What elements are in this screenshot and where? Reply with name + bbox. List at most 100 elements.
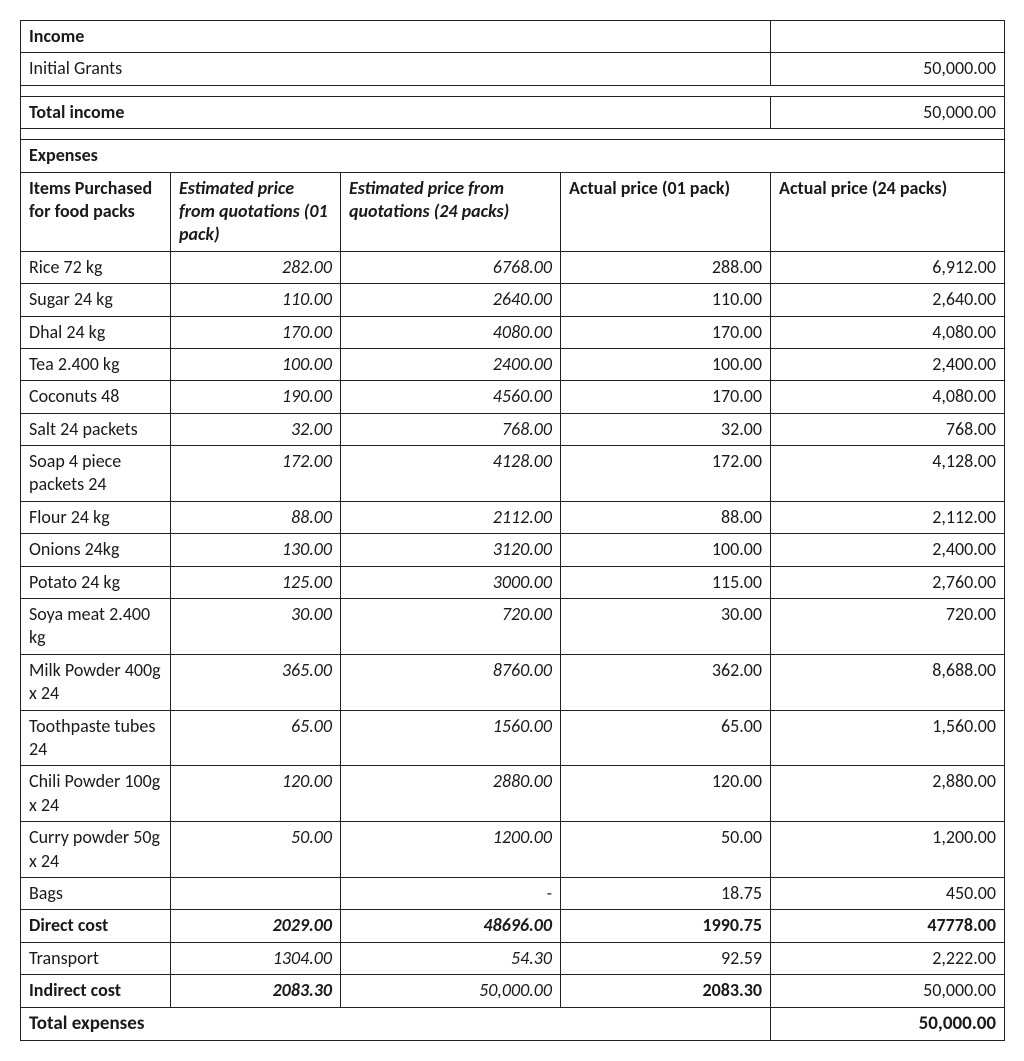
col-items: Items Purchased for food packs bbox=[21, 172, 171, 251]
item-name: Potato 24 kg bbox=[21, 566, 171, 598]
total-expenses-value: 50,000.00 bbox=[771, 1007, 1005, 1041]
income-header-blank bbox=[771, 21, 1005, 53]
item-act01: 100.00 bbox=[561, 348, 771, 380]
table-row: Curry powder 50g x 2450.001200.0050.001,… bbox=[21, 822, 1005, 878]
total-income-row: Total income 50,000.00 bbox=[21, 96, 1005, 128]
item-est01: 190.00 bbox=[171, 381, 341, 413]
item-est24: 2880.00 bbox=[341, 766, 561, 822]
total-expenses-label: Total expenses bbox=[21, 1007, 771, 1041]
item-name: Dhal 24 kg bbox=[21, 316, 171, 348]
item-est01: 120.00 bbox=[171, 766, 341, 822]
total-expenses-row: Total expenses 50,000.00 bbox=[21, 1007, 1005, 1041]
item-act01: 115.00 bbox=[561, 566, 771, 598]
item-act01: 88.00 bbox=[561, 501, 771, 533]
item-name: Soap 4 piece packets 24 bbox=[21, 446, 171, 502]
item-act01: 100.00 bbox=[561, 534, 771, 566]
item-est24: 1200.00 bbox=[341, 822, 561, 878]
col-est24: Estimated price from quotations (24 pack… bbox=[341, 172, 561, 251]
transport-act01: 92.59 bbox=[561, 942, 771, 974]
indirect-cost-est01: 2083.30 bbox=[171, 975, 341, 1007]
table-row: Potato 24 kg125.003000.00115.002,760.00 bbox=[21, 566, 1005, 598]
col-act01: Actual price (01 pack) bbox=[561, 172, 771, 251]
item-name: Soya meat 2.400 kg bbox=[21, 599, 171, 655]
item-act01: 110.00 bbox=[561, 284, 771, 316]
item-est24: 6768.00 bbox=[341, 251, 561, 283]
item-est01: 32.00 bbox=[171, 413, 341, 445]
item-name: Rice 72 kg bbox=[21, 251, 171, 283]
transport-est24: 54.30 bbox=[341, 942, 561, 974]
initial-grants-value: 50,000.00 bbox=[771, 53, 1005, 85]
item-est24: 2400.00 bbox=[341, 348, 561, 380]
item-est01: 172.00 bbox=[171, 446, 341, 502]
indirect-cost-row: Indirect cost 2083.30 50,000.00 2083.30 … bbox=[21, 975, 1005, 1007]
item-est24: 8760.00 bbox=[341, 654, 561, 710]
item-est24: 4128.00 bbox=[341, 446, 561, 502]
item-est24: 2112.00 bbox=[341, 501, 561, 533]
col-act24: Actual price (24 packs) bbox=[771, 172, 1005, 251]
item-est24: 1560.00 bbox=[341, 710, 561, 766]
col-est01: Estimated price from quotations (01 pack… bbox=[171, 172, 341, 251]
table-row: Flour 24 kg88.002112.0088.002,112.00 bbox=[21, 501, 1005, 533]
item-act01: 170.00 bbox=[561, 316, 771, 348]
item-act01: 172.00 bbox=[561, 446, 771, 502]
total-income-label: Total income bbox=[21, 96, 771, 128]
expenses-header-row: Expenses bbox=[21, 140, 1005, 172]
item-est01: 282.00 bbox=[171, 251, 341, 283]
table-row: Onions 24kg130.003120.00100.002,400.00 bbox=[21, 534, 1005, 566]
table-row: Coconuts 48190.004560.00170.004,080.00 bbox=[21, 381, 1005, 413]
item-act24: 1,560.00 bbox=[771, 710, 1005, 766]
item-act01: 18.75 bbox=[561, 877, 771, 909]
transport-est01: 1304.00 bbox=[171, 942, 341, 974]
item-est24: 3000.00 bbox=[341, 566, 561, 598]
table-row: Salt 24 packets32.00768.0032.00768.00 bbox=[21, 413, 1005, 445]
item-act24: 2,112.00 bbox=[771, 501, 1005, 533]
item-name: Tea 2.400 kg bbox=[21, 348, 171, 380]
transport-act24: 2,222.00 bbox=[771, 942, 1005, 974]
initial-grants-label: Initial Grants bbox=[21, 53, 771, 85]
table-row: Soya meat 2.400 kg30.00720.0030.00720.00 bbox=[21, 599, 1005, 655]
table-row: Tea 2.400 kg100.002400.00100.002,400.00 bbox=[21, 348, 1005, 380]
indirect-cost-act01: 2083.30 bbox=[561, 975, 771, 1007]
item-name: Flour 24 kg bbox=[21, 501, 171, 533]
item-est01: 50.00 bbox=[171, 822, 341, 878]
item-est24: 4560.00 bbox=[341, 381, 561, 413]
item-act24: 768.00 bbox=[771, 413, 1005, 445]
item-est01: 30.00 bbox=[171, 599, 341, 655]
item-name: Milk Powder 400g x 24 bbox=[21, 654, 171, 710]
item-act24: 2,640.00 bbox=[771, 284, 1005, 316]
direct-cost-est01: 2029.00 bbox=[171, 910, 341, 942]
item-name: Sugar 24 kg bbox=[21, 284, 171, 316]
table-row: Chili Powder 100g x 24120.002880.00120.0… bbox=[21, 766, 1005, 822]
item-act01: 30.00 bbox=[561, 599, 771, 655]
indirect-cost-act24: 50,000.00 bbox=[771, 975, 1005, 1007]
item-est24: 768.00 bbox=[341, 413, 561, 445]
income-header-row: Income bbox=[21, 21, 1005, 53]
item-est24: 2640.00 bbox=[341, 284, 561, 316]
table-row: Sugar 24 kg110.002640.00110.002,640.00 bbox=[21, 284, 1005, 316]
item-name: Coconuts 48 bbox=[21, 381, 171, 413]
item-name: Curry powder 50g x 24 bbox=[21, 822, 171, 878]
item-est01: 110.00 bbox=[171, 284, 341, 316]
item-est24: - bbox=[341, 877, 561, 909]
item-est01: 170.00 bbox=[171, 316, 341, 348]
indirect-cost-label: Indirect cost bbox=[21, 975, 171, 1007]
item-act01: 170.00 bbox=[561, 381, 771, 413]
item-act24: 2,400.00 bbox=[771, 348, 1005, 380]
item-est01: 65.00 bbox=[171, 710, 341, 766]
table-row: Toothpaste tubes 2465.001560.0065.001,56… bbox=[21, 710, 1005, 766]
item-est01: 125.00 bbox=[171, 566, 341, 598]
item-act24: 4,128.00 bbox=[771, 446, 1005, 502]
item-est01: 365.00 bbox=[171, 654, 341, 710]
item-act24: 2,760.00 bbox=[771, 566, 1005, 598]
expenses-header: Expenses bbox=[21, 140, 1005, 172]
direct-cost-row: Direct cost 2029.00 48696.00 1990.75 477… bbox=[21, 910, 1005, 942]
spacer-row bbox=[21, 129, 1005, 140]
expenses-column-header-row: Items Purchased for food packs Estimated… bbox=[21, 172, 1005, 251]
item-act24: 4,080.00 bbox=[771, 381, 1005, 413]
direct-cost-est24: 48696.00 bbox=[341, 910, 561, 942]
item-est01: 130.00 bbox=[171, 534, 341, 566]
item-act01: 288.00 bbox=[561, 251, 771, 283]
item-act24: 1,200.00 bbox=[771, 822, 1005, 878]
item-act01: 120.00 bbox=[561, 766, 771, 822]
item-act01: 362.00 bbox=[561, 654, 771, 710]
